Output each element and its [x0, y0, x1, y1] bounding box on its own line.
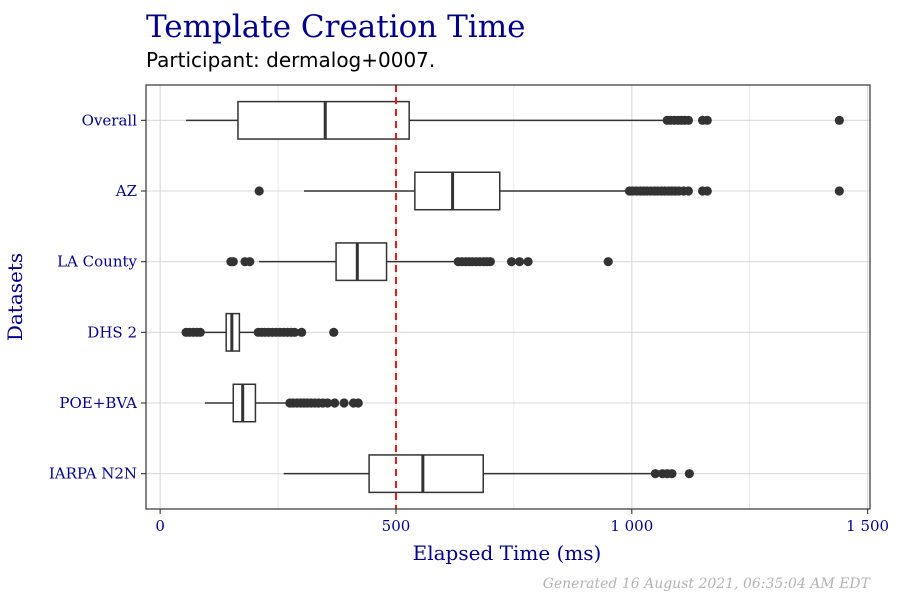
outlier-point	[322, 398, 333, 408]
outlier-point	[330, 398, 340, 408]
y-axis-title: Datasets	[3, 253, 27, 341]
outlier-point	[506, 257, 517, 267]
outlier-point	[667, 469, 677, 479]
chart-caption: Generated 16 August 2021, 06:35:04 AM ED…	[543, 576, 872, 592]
outlier-point	[195, 327, 205, 337]
x-tick-label: 1 000	[610, 517, 653, 535]
marks-layer	[181, 85, 844, 509]
outlier-point	[834, 115, 844, 125]
box	[368, 454, 484, 494]
box-group-iarpa-n2n	[283, 454, 694, 494]
box	[232, 383, 257, 423]
outlier-point	[684, 469, 694, 479]
x-axis-title: Elapsed Time (ms)	[413, 541, 602, 565]
outlier-point	[834, 186, 844, 196]
outlier-point	[603, 257, 613, 267]
outlier-point	[254, 186, 264, 196]
chart-subtitle: Participant: dermalog+0007.	[146, 48, 435, 72]
outlier-point	[297, 327, 307, 337]
y-tick-label: Overall	[82, 111, 138, 129]
outlier-point	[523, 257, 533, 267]
x-tick-label: 0	[155, 517, 165, 535]
outlier-point	[228, 257, 238, 267]
chart-title: Template Creation Time	[146, 9, 525, 45]
outlier-point	[702, 186, 712, 196]
y-tick-label: AZ	[115, 182, 137, 200]
box-group-az	[254, 171, 844, 211]
outlier-point	[339, 398, 349, 408]
box-group-overall	[186, 100, 844, 140]
box	[237, 100, 410, 140]
outlier-point	[329, 327, 339, 337]
y-tick-label: POE+BVA	[59, 394, 137, 412]
x-tick-label: 500	[382, 517, 411, 535]
box	[414, 171, 501, 211]
outlier-point	[353, 398, 363, 408]
x-tick-label: 1 500	[846, 517, 889, 535]
outlier-point	[245, 257, 255, 267]
outlier-point	[702, 115, 712, 125]
y-tick-label: IARPA N2N	[49, 465, 137, 483]
outlier-point	[683, 115, 694, 125]
box-group-la-county	[226, 242, 613, 282]
panel-border	[145, 84, 871, 510]
outlier-point	[683, 186, 694, 196]
box-group-poe-bva	[204, 383, 363, 423]
outlier-point	[514, 257, 525, 267]
outlier-point	[650, 469, 660, 479]
outlier-point	[289, 327, 300, 337]
box-group-dhs-2	[181, 312, 339, 352]
grid-layer	[146, 85, 870, 509]
axis-layer: 0 500 1 000 1 500 Overall AZ LA County DHS 2 POE…	[49, 84, 889, 535]
outlier-point	[485, 257, 495, 267]
y-tick-label: DHS 2	[87, 323, 137, 341]
box	[335, 242, 388, 282]
y-tick-label: LA County	[57, 253, 137, 271]
